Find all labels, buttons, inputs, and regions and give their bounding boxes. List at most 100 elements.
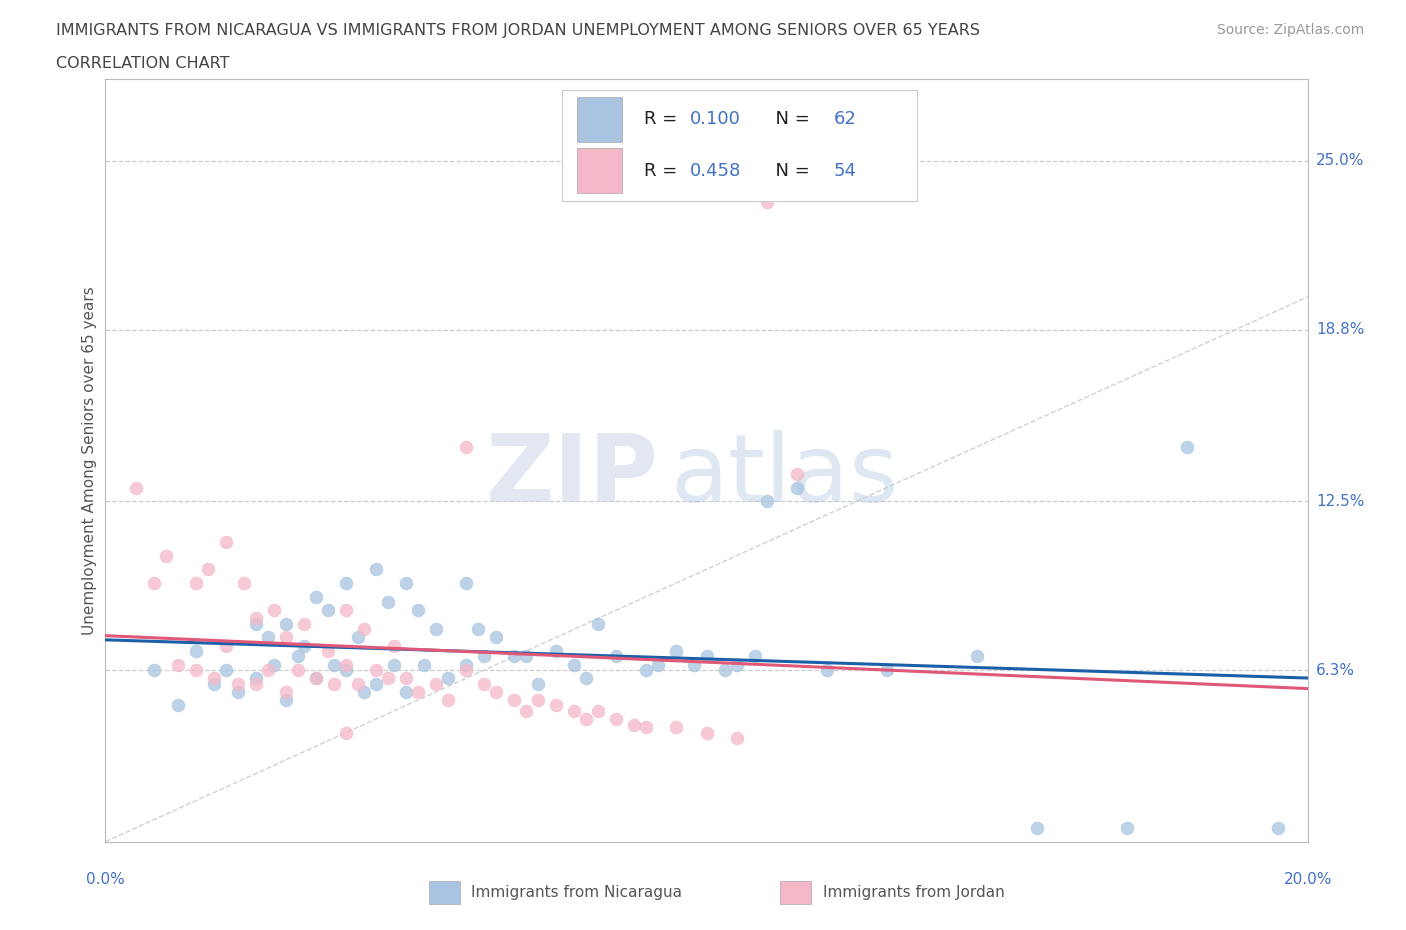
- Point: [382, 658, 405, 672]
- Point: [184, 662, 207, 677]
- Point: [245, 671, 267, 685]
- FancyBboxPatch shape: [576, 149, 623, 193]
- Point: [406, 684, 429, 699]
- Point: [454, 662, 477, 677]
- Point: [454, 439, 477, 454]
- Point: [1026, 820, 1049, 835]
- Point: [636, 720, 658, 735]
- Text: 20.0%: 20.0%: [1284, 872, 1331, 887]
- Point: [425, 676, 447, 691]
- Point: [287, 662, 309, 677]
- Text: 0.458: 0.458: [690, 162, 741, 179]
- Text: N =: N =: [765, 162, 815, 179]
- Point: [226, 676, 249, 691]
- Point: [287, 649, 309, 664]
- Text: 0.0%: 0.0%: [86, 872, 125, 887]
- Point: [503, 693, 526, 708]
- Point: [527, 693, 550, 708]
- Point: [263, 658, 285, 672]
- Point: [562, 703, 585, 718]
- FancyBboxPatch shape: [576, 98, 623, 141]
- Point: [364, 662, 387, 677]
- Point: [274, 684, 297, 699]
- Point: [197, 562, 219, 577]
- Point: [382, 638, 405, 653]
- Point: [166, 658, 188, 672]
- Point: [786, 480, 808, 495]
- Point: [395, 684, 418, 699]
- Point: [696, 649, 718, 664]
- Point: [588, 617, 610, 631]
- Point: [305, 589, 328, 604]
- Point: [364, 676, 387, 691]
- Point: [245, 676, 267, 691]
- Text: 0.100: 0.100: [690, 111, 741, 128]
- Text: Immigrants from Nicaragua: Immigrants from Nicaragua: [471, 885, 682, 900]
- Point: [575, 711, 598, 726]
- Point: [485, 630, 508, 644]
- Point: [292, 617, 315, 631]
- Point: [274, 630, 297, 644]
- Text: 54: 54: [834, 162, 856, 179]
- Point: [815, 662, 838, 677]
- Point: [245, 611, 267, 626]
- Point: [347, 630, 370, 644]
- Point: [335, 576, 357, 591]
- Point: [274, 617, 297, 631]
- Text: R =: R =: [644, 162, 683, 179]
- Text: 6.3%: 6.3%: [1316, 662, 1355, 678]
- Point: [316, 603, 339, 618]
- Point: [377, 594, 399, 609]
- Point: [647, 658, 669, 672]
- Point: [335, 725, 357, 740]
- Point: [546, 644, 568, 658]
- Point: [214, 535, 236, 550]
- Y-axis label: Unemployment Among Seniors over 65 years: Unemployment Among Seniors over 65 years: [82, 286, 97, 635]
- Point: [184, 576, 207, 591]
- Text: Source: ZipAtlas.com: Source: ZipAtlas.com: [1216, 23, 1364, 37]
- Point: [467, 622, 489, 637]
- Point: [683, 658, 706, 672]
- Text: 18.8%: 18.8%: [1316, 322, 1364, 337]
- Point: [623, 717, 645, 732]
- Point: [395, 671, 418, 685]
- Point: [713, 662, 735, 677]
- Point: [1116, 820, 1139, 835]
- Point: [966, 649, 988, 664]
- Point: [202, 671, 225, 685]
- Point: [413, 658, 436, 672]
- Point: [166, 698, 188, 713]
- Text: CORRELATION CHART: CORRELATION CHART: [56, 56, 229, 71]
- Point: [437, 693, 460, 708]
- Point: [226, 684, 249, 699]
- Point: [636, 662, 658, 677]
- Text: 12.5%: 12.5%: [1316, 494, 1364, 509]
- Text: R =: R =: [644, 111, 683, 128]
- Point: [696, 725, 718, 740]
- Point: [786, 467, 808, 482]
- Point: [142, 662, 165, 677]
- Point: [454, 576, 477, 591]
- Point: [305, 671, 328, 685]
- Point: [214, 662, 236, 677]
- Point: [335, 658, 357, 672]
- Point: [305, 671, 328, 685]
- Text: IMMIGRANTS FROM NICARAGUA VS IMMIGRANTS FROM JORDAN UNEMPLOYMENT AMONG SENIORS O: IMMIGRANTS FROM NICARAGUA VS IMMIGRANTS …: [56, 23, 980, 38]
- Point: [503, 649, 526, 664]
- Point: [588, 703, 610, 718]
- Point: [755, 194, 778, 209]
- Point: [1267, 820, 1289, 835]
- Point: [472, 649, 495, 664]
- Point: [335, 662, 357, 677]
- Point: [184, 644, 207, 658]
- Point: [364, 562, 387, 577]
- Text: N =: N =: [765, 111, 815, 128]
- Point: [725, 731, 748, 746]
- Point: [605, 711, 627, 726]
- Point: [256, 662, 278, 677]
- Point: [256, 630, 278, 644]
- Point: [395, 576, 418, 591]
- Point: [353, 622, 375, 637]
- Point: [546, 698, 568, 713]
- Point: [515, 703, 537, 718]
